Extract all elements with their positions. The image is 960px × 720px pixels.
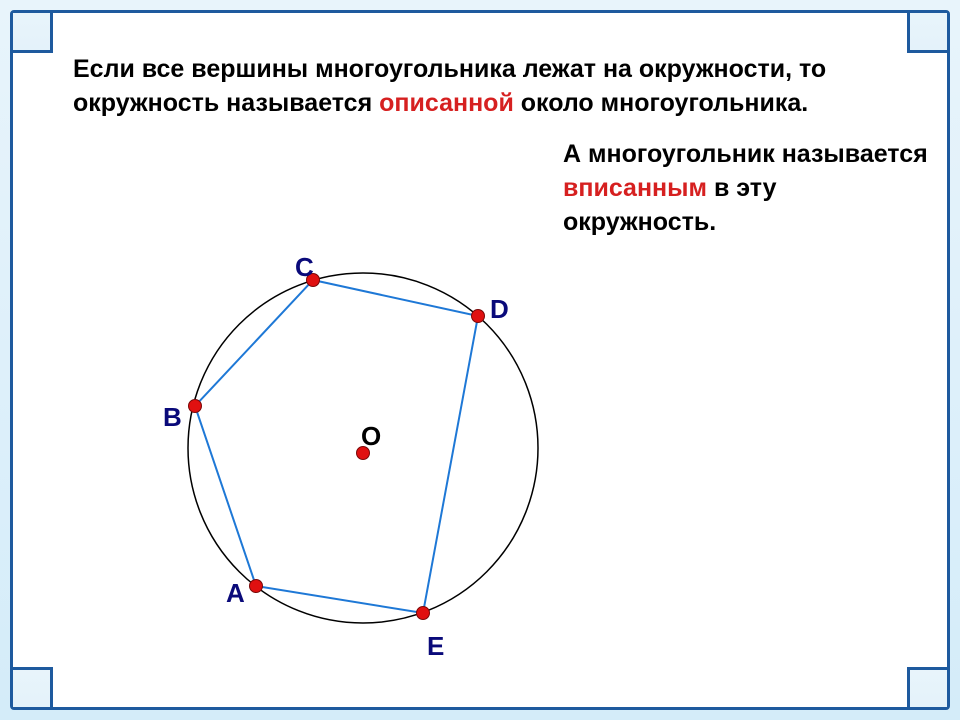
vertex-label-D: D [490,294,509,325]
vertex-label-A: A [226,578,245,609]
center-label: O [361,421,381,452]
slide-border: Если все вершины многоугольника лежат на… [10,10,950,710]
vertex-label-E: E [427,631,444,662]
vertex-label-C: C [295,252,314,283]
definition-1: Если все вершины многоугольника лежат на… [73,53,887,121]
definition-2: А многоугольник называется вписанным в э… [563,138,933,239]
vertex-point-A [250,580,263,593]
content-area: Если все вершины многоугольника лежат на… [23,23,937,697]
vertex-point-B [189,400,202,413]
def2-part1: А многоугольник называется [563,140,928,168]
vertex-label-B: B [163,402,182,433]
def1-highlight: описанной [379,89,514,117]
inscribed-polygon [195,280,478,613]
slide-frame: Если все вершины многоугольника лежат на… [0,0,960,720]
def1-part2: около многоугольника. [514,89,808,117]
geometry-diagram: A B C D E O [123,188,603,668]
vertex-point-D [472,310,485,323]
vertex-point-E [417,607,430,620]
